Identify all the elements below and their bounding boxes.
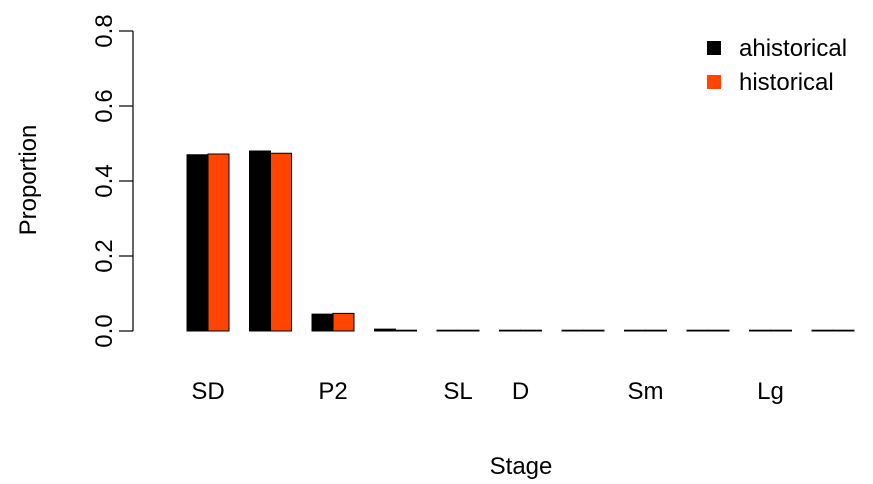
x-tick-label: SL (443, 378, 472, 405)
x-tick-label: P2 (318, 378, 347, 405)
bar-ahistorical (811, 329, 834, 332)
bar-historical (582, 329, 605, 332)
bar-ahistorical (311, 313, 334, 332)
y-tick-label: 0.0 (91, 314, 118, 347)
legend-swatch-historical (707, 75, 721, 89)
y-tick-label: 0.4 (91, 164, 118, 197)
bar-ahistorical (436, 329, 459, 332)
y-tick-label: 0.8 (91, 14, 118, 47)
bar-historical (207, 153, 230, 332)
x-tick-label: Sm (628, 378, 664, 405)
y-tick-label: 0.2 (91, 239, 118, 272)
bar-historical (520, 329, 542, 332)
bar-ahistorical (186, 154, 209, 332)
bar-historical (270, 152, 292, 332)
bar-ahistorical (686, 329, 709, 332)
bars (186, 150, 855, 332)
legend-label-historical: historical (739, 69, 834, 96)
legend: ahistorical historical (707, 35, 847, 96)
y-tick-label: 0.6 (91, 89, 118, 122)
bar-ahistorical (561, 329, 584, 332)
bar-historical (707, 329, 730, 332)
y-axis-title: Proportion (15, 125, 42, 236)
x-axis-title: Stage (490, 453, 553, 480)
bar-ahistorical (374, 328, 396, 332)
x-tick-label: SD (191, 378, 224, 405)
bar-historical (770, 329, 792, 332)
bar-historical (395, 329, 417, 332)
bar-historical (645, 329, 667, 332)
bar-ahistorical (624, 329, 646, 332)
bar-historical (832, 329, 855, 332)
x-tick-label: D (512, 378, 529, 405)
x-tick-labels: SD P2 SL D Sm Lg (191, 378, 784, 405)
bar-historical (457, 329, 480, 332)
x-tick-label: Lg (757, 378, 784, 405)
y-axis: 0.0 0.2 0.4 0.6 0.8 (91, 14, 134, 348)
legend-swatch-ahistorical (707, 41, 721, 55)
bar-ahistorical (749, 329, 771, 332)
bar-historical (332, 312, 355, 332)
legend-label-ahistorical: ahistorical (739, 35, 847, 62)
bar-ahistorical (249, 150, 271, 332)
bar-ahistorical (499, 329, 521, 332)
